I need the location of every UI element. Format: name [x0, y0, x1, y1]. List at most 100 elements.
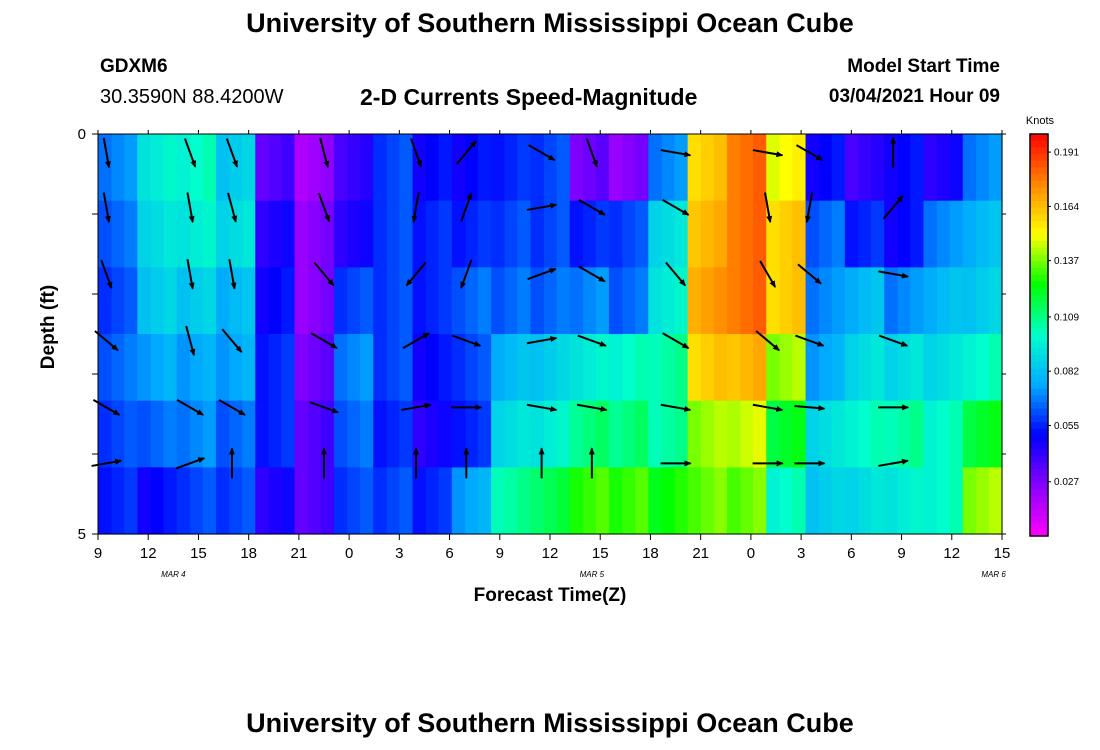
heatmap-texture: [215, 334, 230, 402]
colorbar-tick-label: 0.164: [1054, 202, 1079, 213]
heatmap-texture: [242, 400, 256, 468]
current-arrow: [882, 195, 904, 220]
colorbar-tick-label: 0.027: [1054, 477, 1079, 488]
colorbar-tick-label: 0.191: [1054, 148, 1079, 159]
heatmap-texture: [399, 400, 413, 468]
heatmap-texture: [320, 334, 335, 402]
footer-title: University of Southern Mississippi Ocean…: [246, 708, 854, 738]
heatmap-texture: [949, 467, 964, 535]
heatmap-texture: [635, 467, 649, 535]
heatmap-texture: [870, 334, 885, 402]
heatmap-texture: [281, 467, 295, 535]
heatmap-texture: [844, 400, 859, 468]
heatmap-texture: [556, 400, 571, 468]
heatmap-texture: [910, 200, 924, 268]
heatmap-texture: [753, 134, 767, 202]
heatmap-texture: [556, 334, 571, 402]
heatmap-texture: [202, 400, 217, 468]
heatmap-texture: [517, 134, 531, 202]
colorbar-segment: [1030, 281, 1048, 289]
current-arrow: [186, 259, 195, 290]
colorbar-segment: [1030, 221, 1048, 229]
current-arrow: [100, 259, 113, 290]
current-arrow: [186, 192, 195, 224]
current-arrow: [401, 402, 432, 411]
heatmap-texture: [477, 200, 492, 268]
colorbar-segment: [1030, 328, 1048, 336]
model-start-label: Model Start Time: [847, 56, 1000, 77]
current-arrow: [313, 261, 335, 287]
current-arrow: [660, 149, 692, 158]
heatmap-texture: [412, 334, 426, 402]
heatmap-texture: [753, 400, 767, 468]
current-arrow: [228, 259, 237, 290]
current-arrow: [309, 401, 340, 414]
current-arrow: [221, 328, 243, 353]
heatmap-texture: [333, 267, 348, 335]
heatmap-texture: [753, 334, 767, 402]
heatmap-texture: [320, 134, 335, 202]
heatmap-texture: [98, 200, 112, 268]
colorbar-segment: [1030, 294, 1048, 302]
current-arrow: [184, 138, 197, 168]
heatmap-texture: [399, 200, 413, 268]
x-tick-label: 12: [542, 545, 559, 562]
x-tick-label: 3: [395, 545, 403, 562]
heatmap-texture: [792, 200, 806, 268]
heatmap-texture: [595, 400, 610, 468]
colorbar-unit: Knots: [1026, 115, 1055, 127]
heatmap-texture: [988, 334, 1003, 402]
heatmap-texture: [373, 400, 387, 468]
colorbar-segment: [1030, 469, 1048, 477]
heatmap-texture: [792, 134, 806, 202]
heatmap-texture: [202, 267, 217, 335]
current-arrow: [460, 259, 473, 290]
heatmap-texture: [124, 200, 138, 268]
colorbar-segment: [1030, 415, 1048, 423]
heatmap-texture: [949, 200, 964, 268]
model-start-value: 03/04/2021 Hour 09: [828, 86, 1000, 107]
heatmap-texture: [163, 200, 178, 268]
station-id: GDXM6: [100, 56, 168, 77]
heatmap-texture: [792, 400, 806, 468]
heatmap-texture: [687, 200, 702, 268]
heatmap-texture: [491, 134, 505, 202]
heatmap-texture: [870, 200, 885, 268]
heatmap-texture: [674, 267, 688, 335]
heatmap-texture: [884, 200, 898, 268]
heatmap-texture: [438, 200, 453, 268]
x-tick-label: 15: [592, 545, 609, 562]
colorbar-segment: [1030, 408, 1048, 416]
heatmap-texture: [726, 134, 741, 202]
current-arrow: [752, 403, 784, 412]
current-arrow: [665, 261, 686, 287]
heatmap-texture: [792, 467, 806, 535]
heatmap-texture: [215, 200, 230, 268]
colorbar-segment: [1030, 495, 1048, 503]
heatmap-texture: [608, 200, 623, 268]
heatmap-texture: [451, 267, 466, 335]
current-arrow: [576, 403, 608, 412]
heatmap-texture: [242, 467, 256, 535]
heatmap-texture: [556, 467, 571, 535]
heatmap-texture: [163, 400, 178, 468]
current-arrow: [577, 334, 607, 347]
colorbar-segment: [1030, 288, 1048, 296]
heatmap-texture: [98, 400, 112, 468]
heatmap-texture: [530, 134, 544, 202]
colorbar-segment: [1030, 522, 1048, 530]
heatmap-texture: [674, 467, 688, 535]
current-arrow: [451, 334, 482, 347]
heatmap-texture: [491, 267, 505, 335]
heatmap-texture: [176, 467, 191, 535]
heatmap-texture: [124, 400, 138, 468]
heatmap-texture: [569, 400, 584, 468]
heatmap-texture: [242, 334, 256, 402]
heatmap-texture: [124, 467, 138, 535]
colorbar-segment: [1030, 274, 1048, 282]
heatmap-texture: [726, 267, 741, 335]
heatmap-texture: [635, 334, 649, 402]
heatmap-texture: [910, 334, 924, 402]
heatmap-texture: [569, 467, 584, 535]
